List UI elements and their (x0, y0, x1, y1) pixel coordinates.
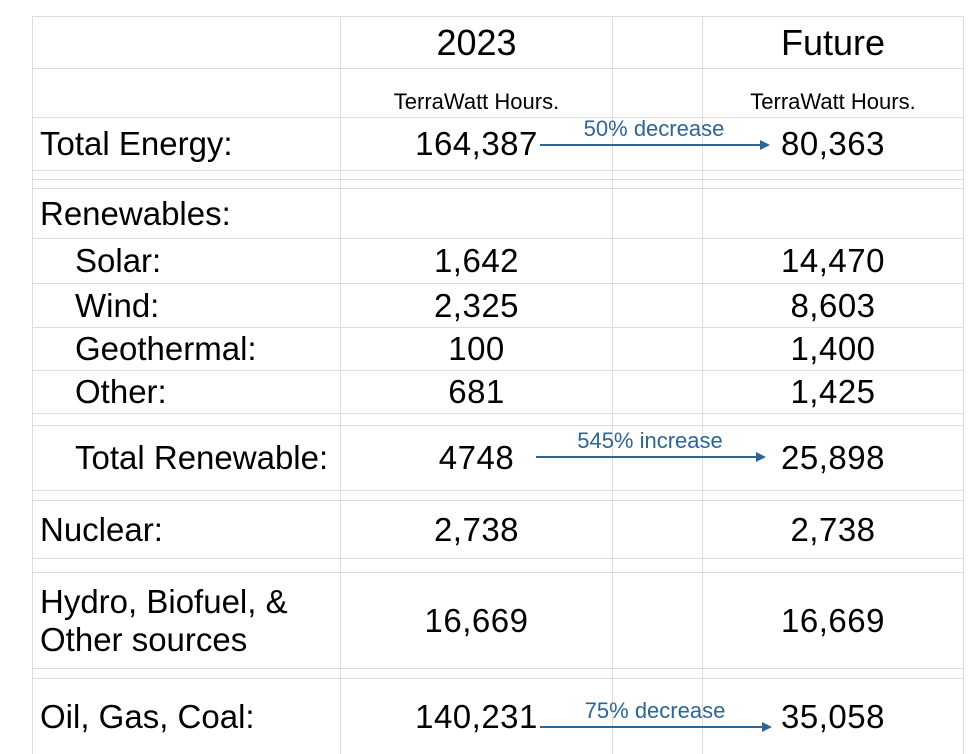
unit-label-2023: TerraWatt Hours. (341, 69, 613, 118)
spacer-cell (613, 491, 703, 501)
change-annotation-oil-gas-coal: 75% decrease (540, 698, 770, 728)
value-2023-total-renewable: 4748 (341, 426, 613, 491)
row-label-geothermal: Geothermal: (33, 328, 341, 371)
row-label-total-renewable: Total Renewable: (33, 426, 341, 491)
change-annotation-total-energy: 50% decrease (540, 116, 768, 146)
spacer-cell (613, 180, 703, 189)
unit-label-future: TerraWatt Hours. (703, 69, 964, 118)
spacer-cell (33, 559, 341, 573)
spacer-cell (33, 414, 341, 426)
value-future-hydro-biofuel-other: 16,669 (703, 573, 964, 669)
value-future-nuclear: 2,738 (703, 501, 964, 559)
row-label-renewables: Renewables: (33, 189, 341, 239)
spacer-cell (703, 171, 964, 180)
spacer-cell (703, 669, 964, 679)
row-label-oil-gas-coal: Oil, Gas, Coal: (33, 679, 341, 754)
value-2023-total-energy: 164,387 (341, 118, 613, 171)
right-arrow-icon (540, 144, 768, 146)
spacer-cell (703, 491, 964, 501)
empty-cell (33, 69, 341, 118)
corner-empty-cell (33, 17, 341, 69)
spacer-cell (703, 180, 964, 189)
row-label-solar: Solar: (33, 239, 341, 284)
value-future-total-energy: 80,363 (703, 118, 964, 171)
spacer-cell (341, 414, 613, 426)
spacer-cell (341, 491, 613, 501)
spacer-cell (33, 491, 341, 501)
spacer-cell (613, 559, 703, 573)
row-label-hydro-biofuel-other: Hydro, Biofuel, & Other sources (33, 573, 341, 669)
spacer-cell (613, 239, 703, 284)
spacer-cell (703, 414, 964, 426)
spacer-cell (613, 171, 703, 180)
value-future-solar: 14,470 (703, 239, 964, 284)
spacer-cell (613, 328, 703, 371)
value-2023-nuclear: 2,738 (341, 501, 613, 559)
spacer-cell (613, 284, 703, 328)
spacer-cell (341, 669, 613, 679)
column-header-2023: 2023 (341, 17, 613, 69)
energy-comparison-table: 2023 Future TerraWatt Hours. TerraWatt H… (32, 16, 964, 754)
spacer-cell (613, 414, 703, 426)
spacer-cell (613, 189, 703, 239)
value-2023-geothermal: 100 (341, 328, 613, 371)
spacer-cell (341, 171, 613, 180)
change-label-545-percent-increase: 545% increase (577, 428, 723, 453)
spacer-cell (613, 669, 703, 679)
value-future-geothermal: 1,400 (703, 328, 964, 371)
row-label-other: Other: (33, 371, 341, 414)
spacer-cell (613, 69, 703, 118)
spacer-cell (33, 669, 341, 679)
value-future-renewables (703, 189, 964, 239)
value-2023-renewables (341, 189, 613, 239)
spacer-cell (341, 559, 613, 573)
value-future-wind: 8,603 (703, 284, 964, 328)
value-future-other: 1,425 (703, 371, 964, 414)
change-label-50-percent-decrease: 50% decrease (583, 116, 725, 141)
spacer-cell (341, 180, 613, 189)
value-2023-other: 681 (341, 371, 613, 414)
row-label-total-energy: Total Energy: (33, 118, 341, 171)
spacer-cell (613, 17, 703, 69)
column-header-future: Future (703, 17, 964, 69)
spacer-cell (703, 559, 964, 573)
right-arrow-icon (536, 456, 764, 458)
spacer-cell (613, 573, 703, 669)
spacer-cell (613, 371, 703, 414)
value-future-total-renewable: 25,898 (703, 426, 964, 491)
change-annotation-total-renewable: 545% increase (536, 428, 764, 458)
right-arrow-icon (540, 726, 770, 728)
spacer-cell (613, 501, 703, 559)
row-label-wind: Wind: (33, 284, 341, 328)
value-future-oil-gas-coal: 35,058 (703, 679, 964, 754)
spacer-cell (613, 426, 703, 491)
spacer-cell (613, 679, 703, 754)
spacer-cell (33, 180, 341, 189)
change-label-75-percent-decrease: 75% decrease (584, 698, 726, 723)
value-2023-solar: 1,642 (341, 239, 613, 284)
value-2023-hydro-biofuel-other: 16,669 (341, 573, 613, 669)
value-2023-oil-gas-coal: 140,231 (341, 679, 613, 754)
spacer-cell (33, 171, 341, 180)
value-2023-wind: 2,325 (341, 284, 613, 328)
row-label-nuclear: Nuclear: (33, 501, 341, 559)
